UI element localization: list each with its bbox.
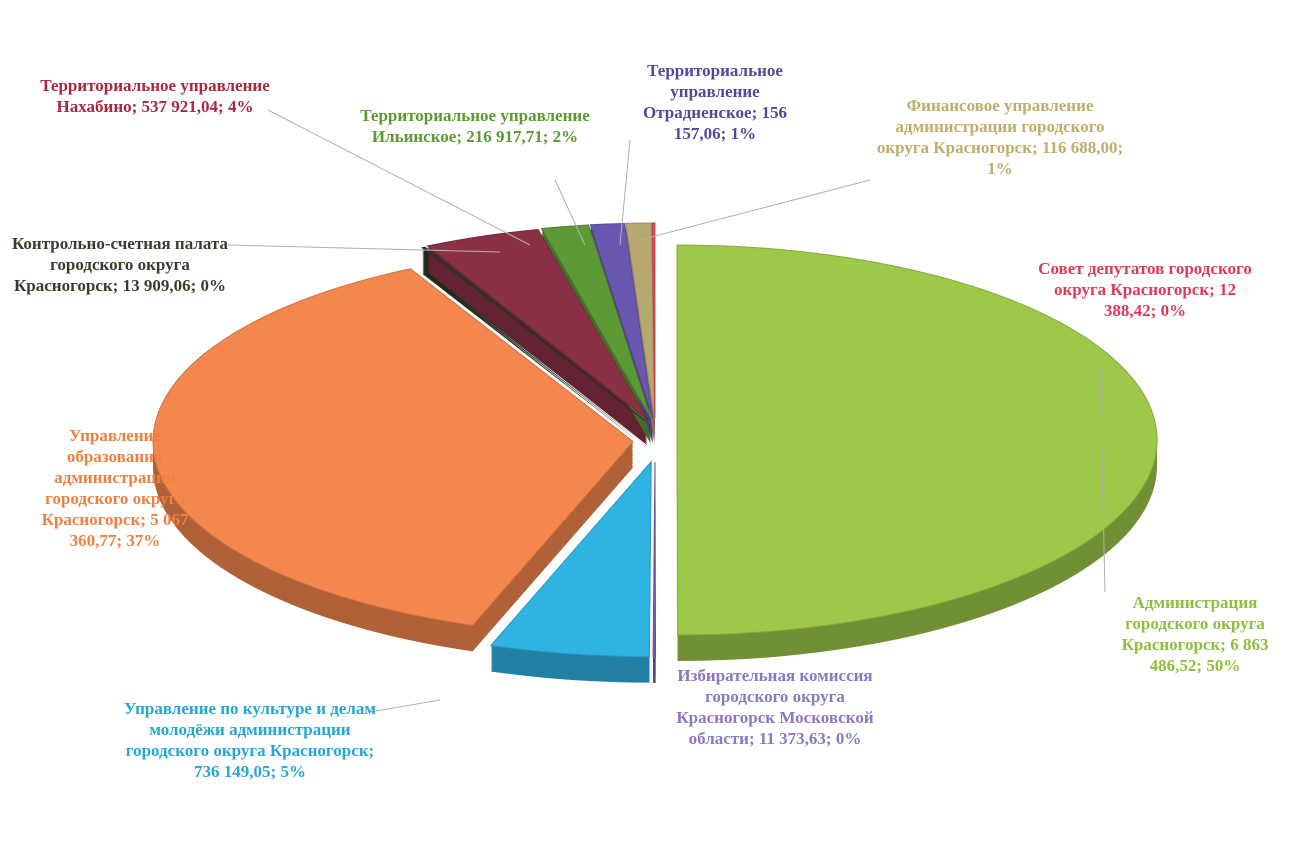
category-label: Территориальное управление Ильинское; <box>360 106 590 146</box>
value-label: 11 373,63; 0% <box>758 729 862 748</box>
leader-line <box>267 109 531 246</box>
value-label: 12 388,42; 0% <box>1103 280 1237 320</box>
slice <box>676 244 1158 636</box>
data-label: Управление образования администрации гор… <box>20 425 210 551</box>
slice-side <box>422 271 645 445</box>
category-label: Финансовое управление администрации горо… <box>876 96 1105 157</box>
value-label: 5 067 360,77; 37% <box>69 510 189 550</box>
slice <box>540 224 652 419</box>
slice-side <box>590 227 653 423</box>
value-label: 216 917,71; 2% <box>466 127 579 146</box>
category-label: Управление образования администрации гор… <box>41 426 185 529</box>
category-label: Избирательная комиссия городского округа… <box>676 666 874 748</box>
category-label: Управление по культуре и делам молодёжи … <box>124 699 376 760</box>
value-label: 116 688,00; 1% <box>987 138 1124 178</box>
slice <box>421 246 646 421</box>
value-label: 537 921,04; 4% <box>141 97 254 116</box>
value-label: 6 863 486,52; 50% <box>1149 635 1269 675</box>
category-label: Территориальное управление Отрадненское; <box>642 61 783 122</box>
value-label: 736 149,05; 5% <box>194 762 306 781</box>
slice <box>625 222 655 419</box>
leader-line <box>227 244 501 253</box>
slice <box>651 222 656 419</box>
data-label: Управление по культуре и делам молодёжи … <box>120 698 380 782</box>
slice <box>489 460 652 658</box>
data-label: Контрольно-счетная палата городского окр… <box>10 233 230 296</box>
data-label: Администрация городского округа Красного… <box>1100 592 1290 676</box>
data-label: Избирательная комиссия городского округа… <box>660 665 890 749</box>
slice <box>152 268 634 626</box>
category-label: Территориальное управление Нахабино; <box>40 76 270 116</box>
data-label: Территориальное управление Ильинское; 21… <box>355 105 595 147</box>
data-label: Территориальное управление Нахабино; 537… <box>35 75 275 117</box>
category-label: Совет депутатов городского округа Красно… <box>1038 259 1252 299</box>
leader-line <box>554 179 586 246</box>
leader-line <box>619 139 631 246</box>
slice <box>426 228 648 420</box>
data-label: Финансовое управление администрации горо… <box>870 95 1130 179</box>
slice-side <box>422 273 645 447</box>
leader-line <box>369 699 441 713</box>
value-label: 13 909,06; 0% <box>122 276 227 295</box>
slice <box>652 461 657 658</box>
value-label: 156 157,06; 1% <box>673 103 788 143</box>
leader-line <box>1099 364 1106 593</box>
data-label: Территориальное управление Отрадненское;… <box>615 60 815 144</box>
slice <box>589 222 654 419</box>
data-label: Совет депутатов городского округа Красно… <box>1030 258 1260 321</box>
category-label: Контрольно-счетная палата городского окр… <box>11 234 229 295</box>
leader-line <box>639 179 871 241</box>
category-label: Администрация городского округа Красного… <box>1121 593 1265 654</box>
